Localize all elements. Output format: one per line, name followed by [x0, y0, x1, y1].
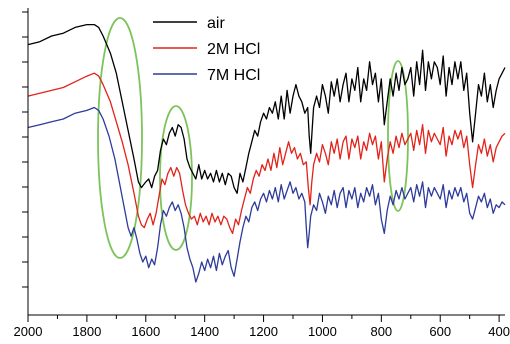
x-tick-label: 400: [488, 324, 510, 339]
legend-label-2: 2M HCl: [207, 41, 260, 58]
series-layer: [27, 23, 506, 283]
highlight-ellipse-2: [159, 105, 193, 251]
x-tick-label: 1400: [190, 324, 219, 339]
y-ticks: [22, 11, 28, 288]
x-tick-label: 800: [370, 324, 392, 339]
x-tick-label: 1600: [131, 324, 160, 339]
legend-label-3: 7M HCl: [207, 67, 260, 84]
legend-label-1: air: [207, 15, 225, 32]
series-line-3: [27, 106, 506, 283]
series-line-2: [27, 72, 506, 235]
legend: air 2M HCl 7M HCl: [153, 15, 260, 84]
x-tick-label: 1000: [308, 324, 337, 339]
series-line-1: [27, 23, 506, 194]
highlight-ellipse-1: [97, 17, 143, 259]
highlight-ellipses: [97, 17, 409, 259]
axes: 2000 1800 1600 1400 1200 1000 800 600 400: [14, 8, 510, 339]
x-tick-label: 1800: [72, 324, 101, 339]
highlight-ellipse-3: [387, 60, 409, 212]
x-tick-label: 600: [429, 324, 451, 339]
x-ticks: [27, 315, 500, 322]
x-tick-label: 2000: [14, 324, 43, 339]
x-tick-labels: 2000 1800 1600 1400 1200 1000 800 600 400: [14, 324, 510, 339]
x-tick-label: 1200: [249, 324, 278, 339]
